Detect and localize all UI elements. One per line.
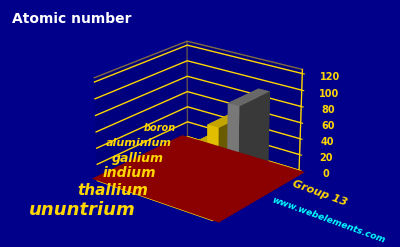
Text: Atomic number: Atomic number [12, 12, 132, 26]
Text: aluminium: aluminium [106, 138, 172, 148]
Text: Group 13: Group 13 [291, 178, 349, 207]
Text: boron: boron [144, 124, 176, 133]
Text: thallium: thallium [77, 183, 148, 198]
Text: www.webelements.com: www.webelements.com [270, 195, 386, 245]
Text: ununtrium: ununtrium [29, 201, 136, 219]
Text: gallium: gallium [112, 152, 164, 165]
Text: indium: indium [102, 166, 156, 180]
